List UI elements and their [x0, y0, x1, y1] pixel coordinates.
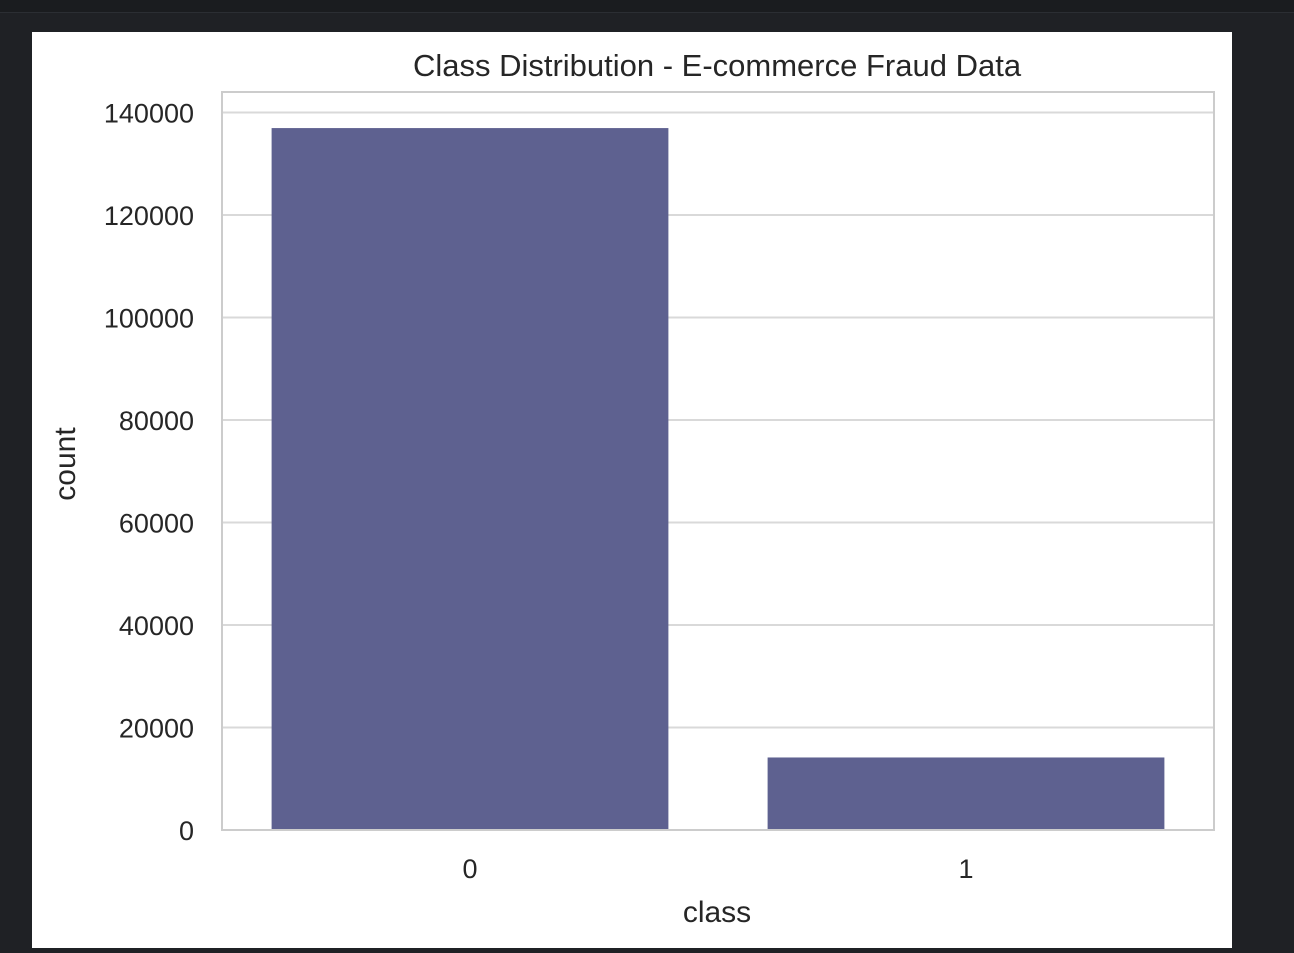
- y-tick-label: 100000: [104, 304, 194, 334]
- bar-class-0: [271, 128, 669, 830]
- plot-frame: [221, 91, 1215, 831]
- bar-class-1: [767, 757, 1165, 830]
- y-tick-labels: 0 20000 40000 60000 80000 100000 120000 140000: [104, 99, 194, 847]
- x-tick-label: 1: [958, 854, 973, 884]
- x-axis-label: class: [683, 896, 751, 929]
- y-axis-label: count: [49, 427, 82, 501]
- y-tick-label: 80000: [119, 406, 194, 436]
- y-tick-label: 0: [179, 816, 194, 846]
- bars: [271, 128, 1165, 830]
- notebook-toolbar-strip: [0, 0, 1294, 13]
- y-tick-label: 60000: [119, 509, 194, 539]
- chart-figure: 0 20000 40000 60000 80000 100000 120000 140000 …: [32, 32, 1232, 948]
- y-tick-label: 140000: [104, 99, 194, 129]
- y-tick-label: 120000: [104, 201, 194, 231]
- y-tick-label: 40000: [119, 611, 194, 641]
- chart-title: Class Distribution - E-commerce Fraud Da…: [413, 48, 1022, 83]
- bar-chart: 020000400006000080000100000120000140000 …: [49, 48, 1215, 929]
- y-tick-label: 20000: [119, 714, 194, 744]
- x-tick-label: 0: [462, 854, 477, 884]
